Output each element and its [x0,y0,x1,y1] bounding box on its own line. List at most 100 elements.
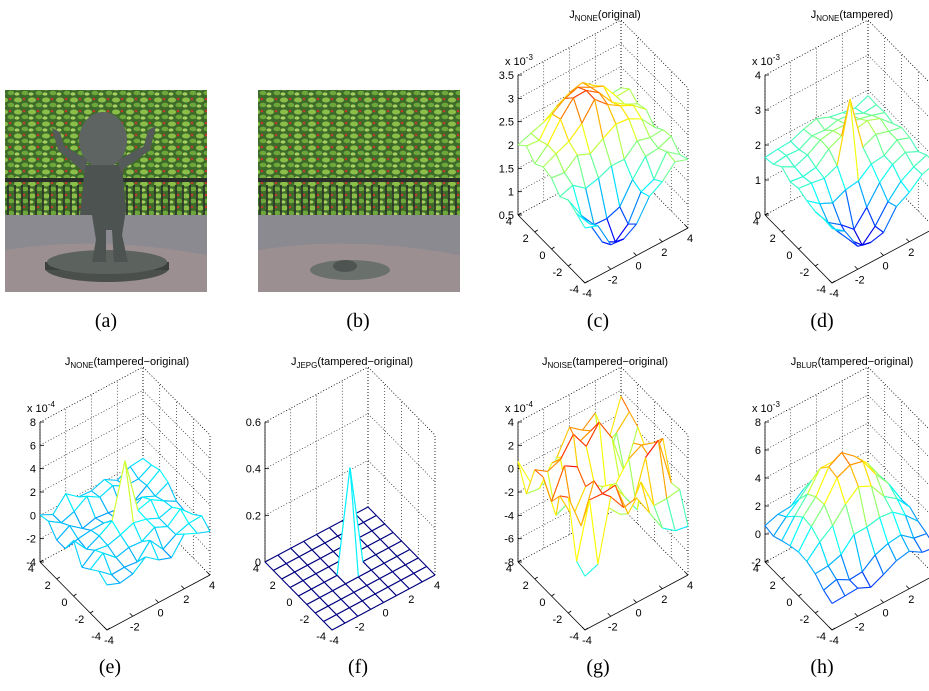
surface-edge [124,566,134,575]
surface-patch [841,452,863,466]
surface-patch [150,499,172,519]
surface-edge [870,163,881,183]
surface-edge [598,92,608,105]
surface-edge [550,177,561,197]
surface-edge [285,563,296,573]
surface-edge [857,180,868,208]
surface-edge [534,144,549,165]
exponent-power: -3 [773,400,781,409]
surface-edge [314,612,325,622]
surface-edge [383,595,397,603]
surface-edge [615,238,624,243]
surface-edge [98,570,108,586]
surface-patch [564,465,586,517]
surface-edge [786,515,795,518]
y-tick-label: 4 [253,563,259,575]
surface-edge [98,520,113,537]
exponent-label: x 10-3 [505,53,533,68]
surface-edge [413,566,427,574]
surface-edge [815,148,830,168]
surface-patch [124,556,146,574]
surface-edge [836,464,851,479]
surface-edge [159,469,169,483]
surface-edge [124,460,139,511]
x-tick-label: 2 [908,594,914,606]
y-tick [551,246,555,250]
surface-edge [823,165,838,179]
exponent-power: -4 [526,400,534,409]
surface-patch [863,104,885,116]
y-tick [90,610,94,614]
surface-edge [73,511,83,529]
surface-edge [616,88,630,98]
surface-edge [542,153,557,168]
surface-edge [862,133,877,148]
surface-edge [764,525,774,537]
surface-edge [281,571,295,580]
surface-edge [662,527,676,532]
surface-patch [828,99,850,166]
y-tick [534,229,538,233]
surface-patch [534,144,556,167]
exponent-base: x 10 [27,403,48,415]
x-tick [880,252,884,256]
surface-edge [883,560,897,575]
surface-edge [858,114,873,120]
surface-edge [819,525,834,543]
surface-edge [653,178,663,183]
y-tick-label: -4 [91,631,101,643]
surface-edge [905,514,919,522]
surface-edge [798,479,813,500]
surface-edge [572,185,582,216]
surface-edge [52,493,67,515]
surface-edge [926,533,929,539]
z-tick-label: 2 [755,140,761,152]
surface-edge [649,137,659,149]
surface-edge [879,511,893,519]
surface-edge [854,95,869,109]
surface-patch [786,494,808,517]
surface-edge [543,113,553,123]
surface-edge [862,461,872,487]
surface-patch [807,139,829,168]
y-tick-label: -2 [299,614,309,626]
surface-edge [151,464,161,471]
surface-edge [201,515,211,532]
grid-line [39,366,211,436]
surface-edge [904,515,915,539]
surface-edge [302,573,317,582]
x-tick-label: 4 [687,580,693,592]
surface-edge [39,514,49,522]
surface-edge [311,542,326,551]
surface-patch [879,512,901,544]
surface-edge [111,574,121,584]
surface-edge [615,432,626,474]
surface-edge [636,497,650,514]
surface-patch [888,127,910,140]
x-tick-label: 0 [882,261,888,273]
surface-edge [146,485,156,497]
x-tick-label: -4 [329,635,339,647]
surface-patch [155,482,177,502]
surface-edge [349,467,359,578]
surface-patch [154,526,176,550]
surface-edge [538,113,553,141]
surface-edge [581,123,591,155]
surface-edge [572,97,583,124]
surface-edge [324,535,339,544]
grid-line [517,506,689,576]
surface-edge [814,573,825,591]
surface-plot: -202468-4-2024420-2-4JBLUR(tampered−orig… [751,356,929,647]
surface-edge [874,225,884,233]
surface-edge [358,530,373,539]
surface-edge [603,85,613,103]
surface-edge [303,534,317,542]
surface-edge [785,155,796,168]
surface-edge [772,516,787,537]
surface-edge [158,517,168,527]
surface-edge [823,178,834,204]
surface-edge [870,574,884,588]
z-tick-label: 4 [508,417,514,429]
surface-edge [888,483,902,501]
